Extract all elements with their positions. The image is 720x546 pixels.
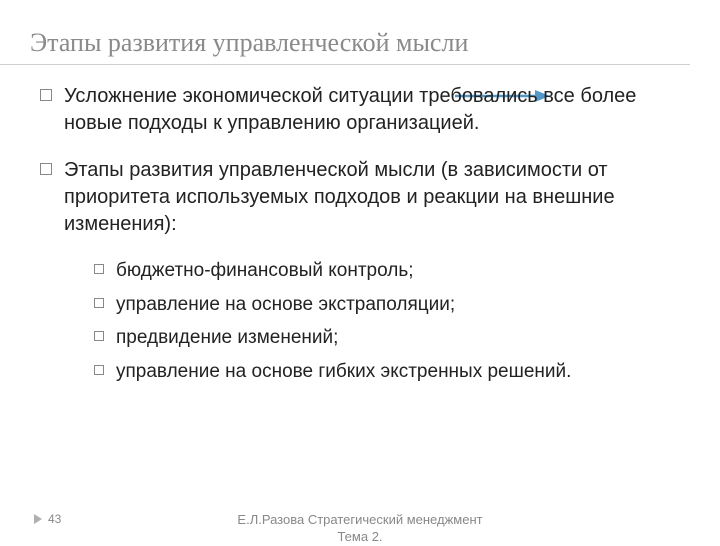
bullet-icon — [40, 89, 52, 101]
footer-line-2: Тема 2. — [337, 529, 382, 544]
bullet-text: бюджетно-финансовый контроль; — [116, 258, 414, 284]
bullet-text: Усложнение экономической ситуации требов… — [64, 83, 680, 137]
bullet-text: управление на основе гибких экстренных р… — [116, 359, 571, 385]
bullet-text: предвидение изменений; — [116, 325, 338, 351]
bullet-text: Этапы развития управленческой мысли (в з… — [64, 157, 680, 238]
bullet-icon — [40, 163, 52, 175]
footer-text: Е.Л.Разова Стратегический менеджмент Тем… — [237, 512, 482, 546]
page-marker: 43 — [34, 512, 61, 526]
list-item: Этапы развития управленческой мысли (в з… — [40, 157, 680, 238]
list-item: предвидение изменений; — [94, 325, 680, 351]
list-item: бюджетно-финансовый контроль; — [94, 258, 680, 284]
content-area: Усложнение экономической ситуации требов… — [0, 65, 720, 385]
list-item: управление на основе гибких экстренных р… — [94, 359, 680, 385]
slide-title: Этапы развития управленческой мысли — [0, 0, 690, 65]
bullet-icon — [94, 264, 104, 274]
sub-list: бюджетно-финансовый контроль; управление… — [94, 258, 680, 385]
list-item: Усложнение экономической ситуации требов… — [40, 83, 680, 137]
bullet-icon — [94, 331, 104, 341]
list-item: управление на основе экстраполяции; — [94, 292, 680, 318]
bullet-icon — [94, 365, 104, 375]
footer: 43 Е.Л.Разова Стратегический менеджмент … — [0, 512, 720, 526]
bullet-text: управление на основе экстраполяции; — [116, 292, 455, 318]
bullet-icon — [94, 298, 104, 308]
page-triangle-icon — [34, 514, 42, 524]
footer-line-1: Е.Л.Разова Стратегический менеджмент — [237, 512, 482, 527]
page-number: 43 — [48, 512, 61, 526]
